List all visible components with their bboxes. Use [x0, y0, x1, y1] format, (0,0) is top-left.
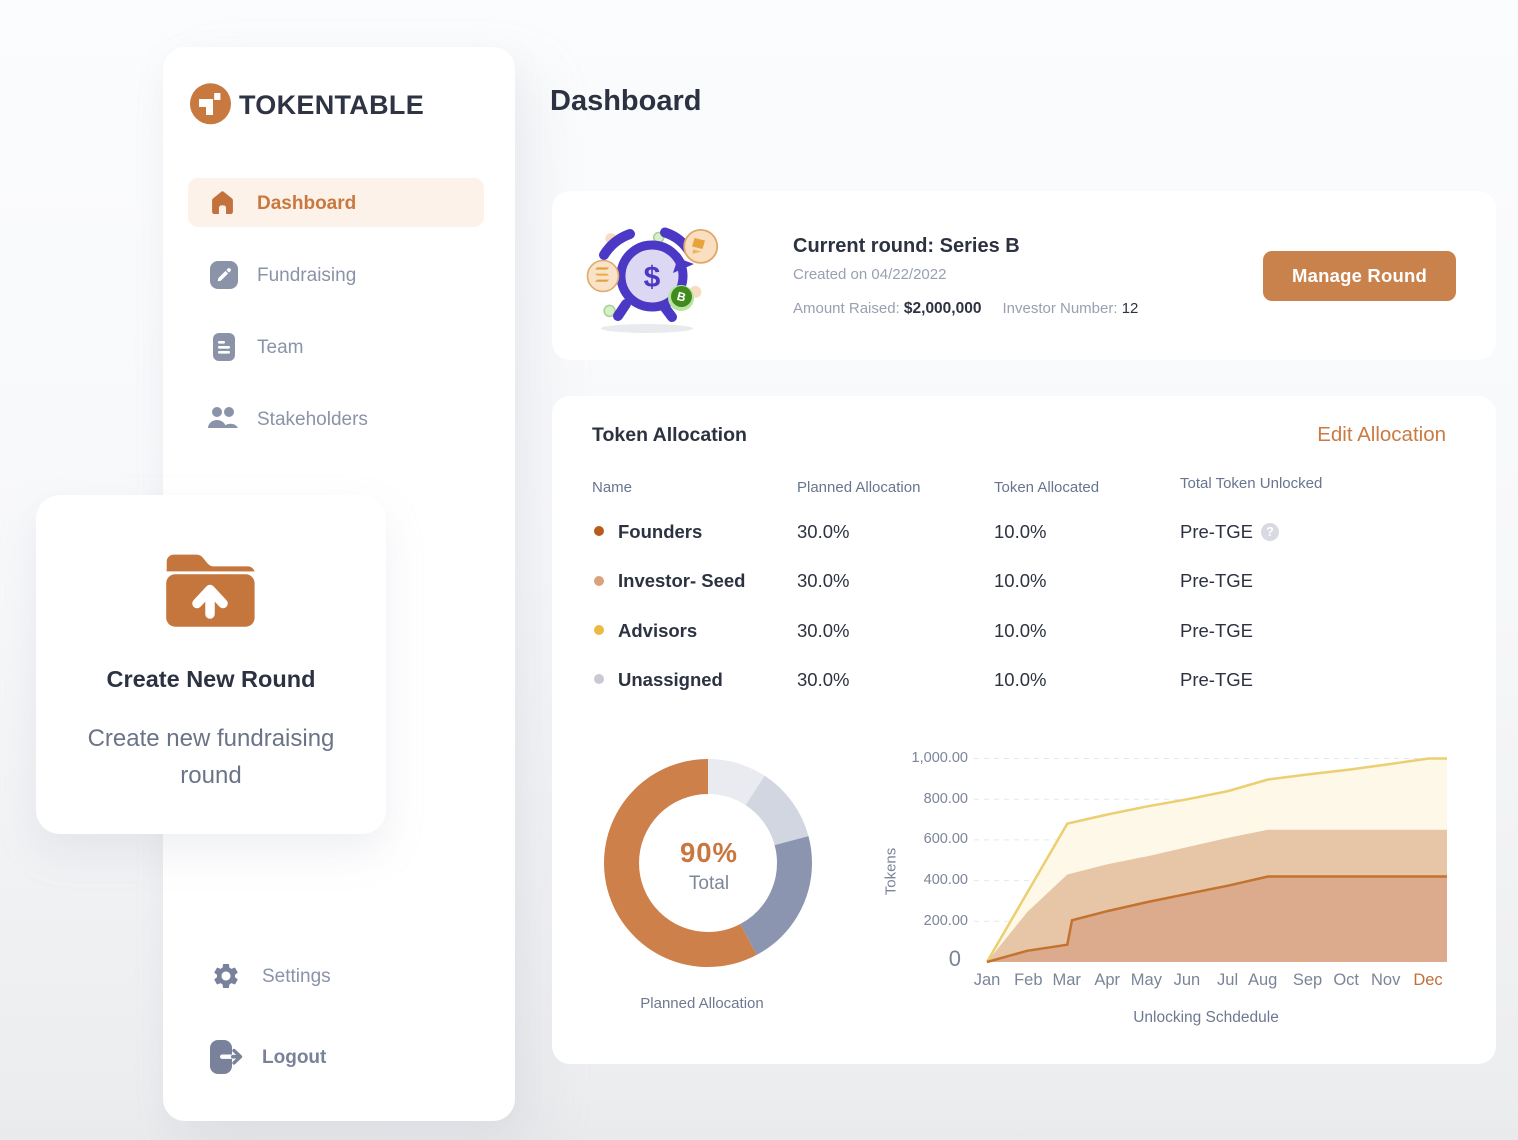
svg-text:$: $	[644, 261, 661, 294]
svg-text:?: ?	[1266, 525, 1274, 539]
svg-text:B: B	[676, 289, 688, 305]
